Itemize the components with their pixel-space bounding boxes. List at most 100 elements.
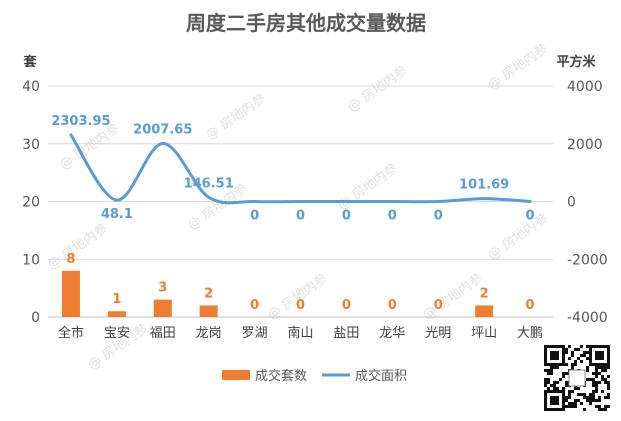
watermark-text: @ 房地内参 (335, 160, 401, 213)
qr-module (565, 348, 568, 351)
category-label: 龙华 (379, 326, 405, 341)
qr-module (592, 399, 595, 402)
line-data-label: 0 (342, 209, 351, 224)
qr-module (550, 366, 553, 369)
right-tick-label: 4000 (567, 79, 603, 95)
line-data-label: 146.51 (184, 176, 234, 191)
bar-data-label: 0 (388, 298, 397, 313)
qr-module (550, 369, 553, 372)
qr-module (574, 405, 577, 408)
line-data-label: 48.1 (101, 207, 133, 222)
qr-logo (568, 369, 586, 387)
qr-finder-inner (550, 351, 559, 360)
qr-module (577, 387, 580, 390)
right-axis-ticks: -4000 -2000 0 2000 4000 (567, 79, 608, 326)
qr-module (571, 363, 574, 366)
qr-module (607, 405, 610, 408)
qr-module (601, 378, 604, 381)
qr-module (565, 372, 568, 375)
qr-finder-inner (550, 396, 559, 405)
qr-module (565, 384, 568, 387)
qr-module (607, 396, 610, 399)
qr-module (583, 354, 586, 357)
qr-module (598, 372, 601, 375)
qr-module (553, 381, 556, 384)
qr-module (562, 387, 565, 390)
qr-module (580, 360, 583, 363)
qr-module (595, 405, 598, 408)
qr-module (574, 348, 577, 351)
bar-data-label: 0 (526, 298, 535, 313)
qr-module (598, 408, 601, 411)
qr-module (583, 396, 586, 399)
qr-module (568, 357, 571, 360)
qr-module (592, 396, 595, 399)
qr-module (550, 384, 553, 387)
qr-module (595, 366, 598, 369)
qr-module (580, 393, 583, 396)
qr-module (592, 390, 595, 393)
qr-module (592, 393, 595, 396)
left-tick-label: 20 (22, 195, 40, 211)
qr-module (544, 384, 547, 387)
line-data-label: 101.69 (459, 178, 509, 193)
qr-module (589, 393, 592, 396)
qr-module (568, 393, 571, 396)
qr-module (601, 375, 604, 378)
qr-module (580, 354, 583, 357)
qr-module (565, 381, 568, 384)
qr-module (595, 399, 598, 402)
qr-module (565, 396, 568, 399)
qr-module (607, 381, 610, 384)
bar-data-label: 2 (480, 286, 489, 301)
qr-module (598, 366, 601, 369)
watermark-text: @ 房地内参 (265, 270, 331, 323)
qr-module (589, 399, 592, 402)
qr-module (553, 366, 556, 369)
qr-module (586, 345, 589, 348)
bar-series (61, 270, 494, 317)
qr-module (604, 405, 607, 408)
qr-module (586, 378, 589, 381)
qr-module (568, 345, 571, 348)
qr-module (571, 390, 574, 393)
line-data-label: 2007.65 (133, 123, 192, 138)
qr-module (568, 390, 571, 393)
category-label: 福田 (150, 326, 176, 341)
qr-module (571, 351, 574, 354)
qr-module (592, 384, 595, 387)
right-tick-label: -4000 (567, 310, 608, 326)
qr-module (562, 372, 565, 375)
qr-module (586, 369, 589, 372)
qr-module (592, 372, 595, 375)
left-axis-unit: 套 (22, 54, 37, 70)
watermark-text: @ 房地内参 (203, 90, 269, 143)
qr-module (586, 396, 589, 399)
qr-module (553, 387, 556, 390)
qr-module (577, 393, 580, 396)
category-label: 盐田 (333, 326, 359, 341)
bar-data-label: 0 (250, 298, 259, 313)
right-tick-label: -2000 (567, 252, 608, 268)
bar-data-label: 2 (204, 286, 213, 301)
line-data-label: 2303.95 (51, 114, 110, 129)
qr-module (574, 399, 577, 402)
bar (107, 311, 126, 317)
qr-module (574, 360, 577, 363)
category-axis: 全市 宝安 福田 龙岗 罗湖 南山 盐田 龙华 光明 坪山 大鹏 (58, 325, 543, 341)
qr-module (574, 402, 577, 405)
qr-module (589, 378, 592, 381)
legend-label-bar: 成交套数 (255, 368, 307, 384)
qr-module (601, 369, 604, 372)
qr-module (547, 378, 550, 381)
bar-data-label: 0 (342, 298, 351, 313)
category-label: 大鹏 (517, 326, 543, 341)
qr-module (562, 375, 565, 378)
qr-module (583, 351, 586, 354)
right-axis-unit: 平方米 (556, 54, 596, 70)
line-series (69, 133, 532, 205)
qr-module (592, 378, 595, 381)
qr-module (601, 366, 604, 369)
qr-module (601, 390, 604, 393)
